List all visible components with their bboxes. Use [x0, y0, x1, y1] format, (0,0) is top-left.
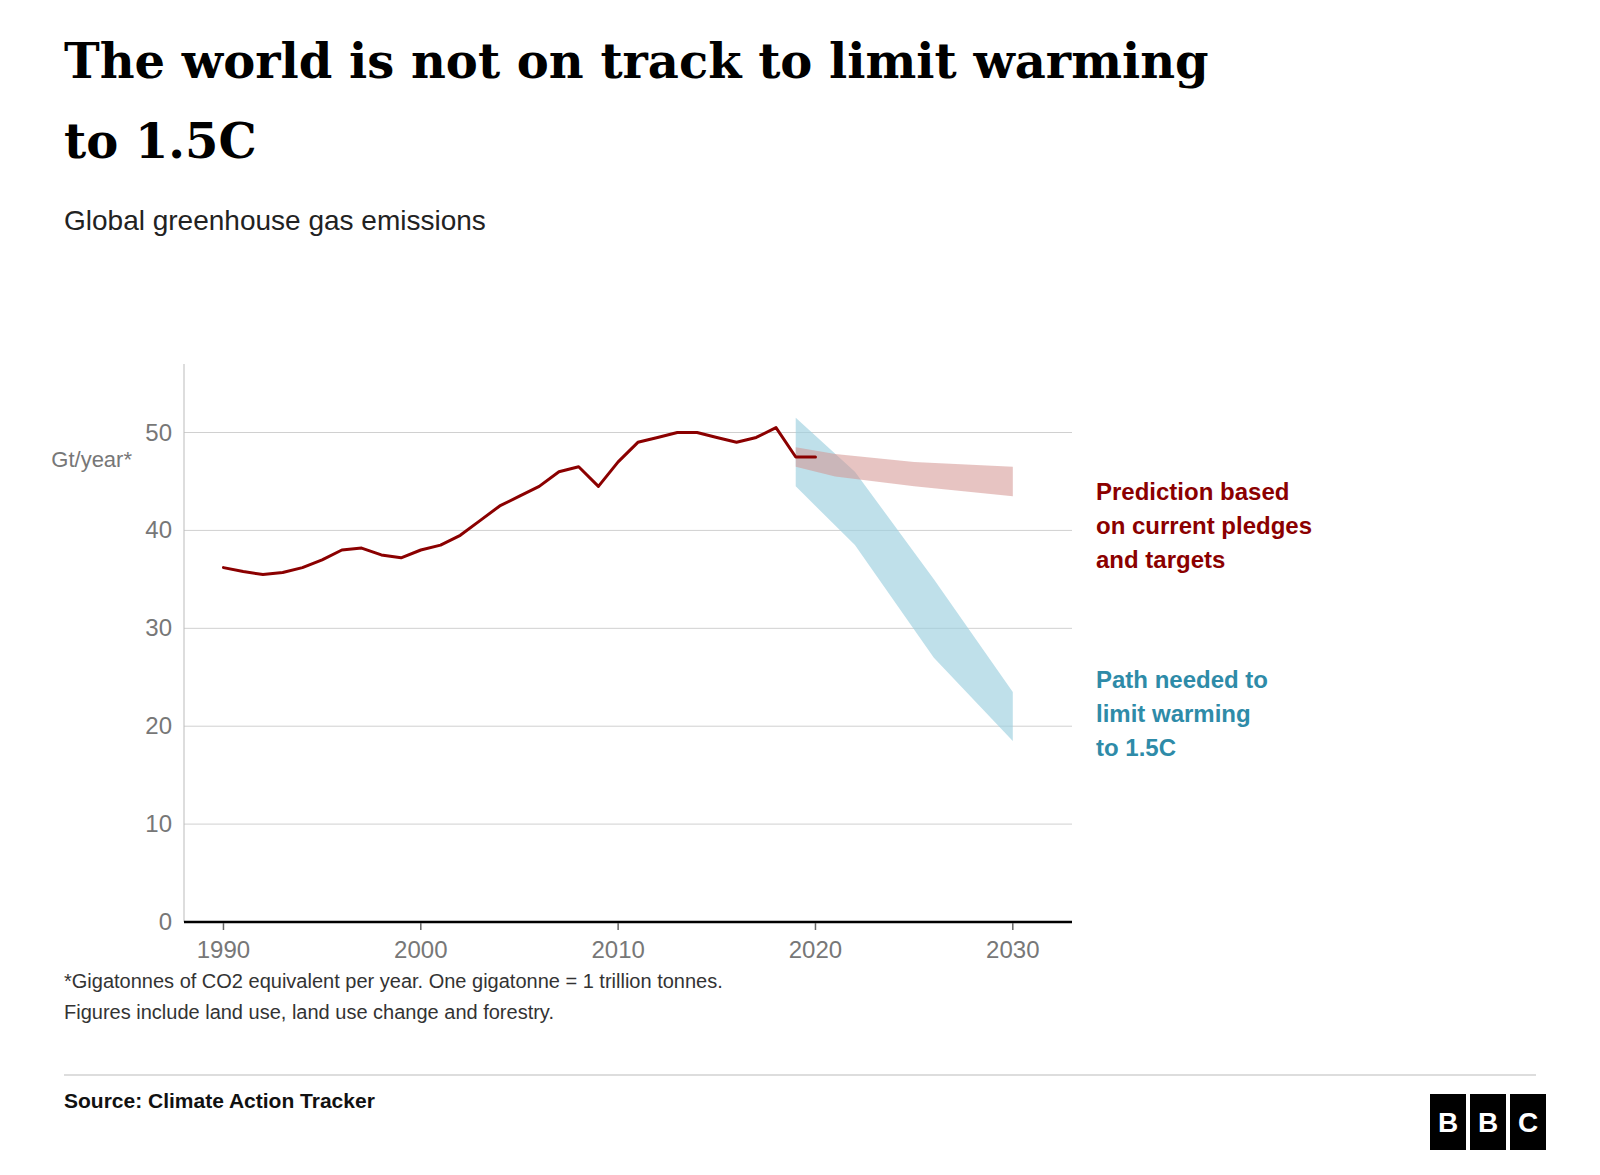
x-tick-label: 2030 [986, 936, 1039, 963]
y-tick-label: 30 [145, 614, 172, 641]
y-tick-label: 10 [145, 810, 172, 837]
y-axis-line [184, 364, 185, 922]
x-axis-line [184, 921, 1072, 924]
separator [64, 1075, 1536, 1076]
logo-letter: B [1478, 1107, 1498, 1138]
x-tick-label: 2010 [591, 936, 644, 963]
background [0, 0, 1600, 1175]
x-tick-label: 2020 [789, 936, 842, 963]
x-tick [223, 923, 225, 930]
text-line: The world is not on track to limit warmi… [64, 33, 1209, 89]
x-tick [617, 923, 619, 930]
logo-box [1510, 1094, 1546, 1150]
source: Source: Climate Action Tracker [64, 1089, 375, 1112]
text-line: to 1.5C [64, 113, 257, 169]
text-line: to 1.5C [1096, 734, 1176, 761]
text-line: Prediction based [1096, 478, 1289, 505]
subtitle: Global greenhouse gas emissions [64, 205, 486, 236]
logo: BBC [1430, 1094, 1546, 1150]
y-axis-label: Gt/year* [51, 447, 132, 472]
grid-line [184, 824, 1072, 825]
annotation: Prediction based on current pledges and ta… [1096, 478, 1312, 573]
y-tick-label: 20 [145, 712, 172, 739]
logo-box [1430, 1094, 1466, 1150]
x-tick-label: 2000 [394, 936, 447, 963]
line [223, 428, 815, 575]
y-tick-label: 50 [145, 419, 172, 446]
x-tick [420, 923, 422, 930]
grid-line [184, 726, 1072, 727]
logo-letter: C [1518, 1107, 1538, 1138]
logo-letter: B [1438, 1107, 1458, 1138]
title: The world is not on track to limit warmi… [64, 33, 1209, 169]
x-tick [815, 923, 817, 930]
grid-line [184, 530, 1072, 531]
grid [184, 433, 1072, 922]
logo-box [1470, 1094, 1506, 1150]
text-line: and targets [1096, 546, 1225, 573]
text-line: on current pledges [1096, 512, 1312, 539]
footnote: *Gigatonnes of CO2 equivalent per year. … [64, 970, 723, 1023]
x-tick [1012, 923, 1014, 930]
text-line: *Gigatonnes of CO2 equivalent per year. … [64, 970, 723, 992]
text-line: limit warming [1096, 700, 1251, 727]
x-tick-label: 1990 [197, 936, 250, 963]
band [796, 447, 1013, 496]
text-line: Path needed to [1096, 666, 1268, 693]
y-tick-label: 0 [159, 908, 172, 935]
chart: The world is not on track to limit warmi… [0, 0, 1600, 1175]
y-tick-label: 40 [145, 516, 172, 543]
grid-line [184, 922, 1072, 923]
plot-area [223, 418, 1012, 741]
grid-line [184, 432, 1072, 433]
text-line: Figures include land use, land use chang… [64, 1001, 554, 1023]
annotation: Path needed to limit warming to 1.5C [1096, 666, 1268, 761]
band [796, 418, 1013, 741]
